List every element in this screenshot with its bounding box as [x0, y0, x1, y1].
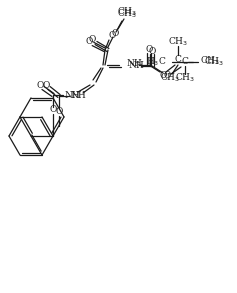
Text: CH$_3$: CH$_3$	[200, 55, 220, 67]
Text: O: O	[36, 81, 44, 89]
Text: CH$_3$: CH$_3$	[204, 56, 224, 68]
Text: CH$_3$: CH$_3$	[175, 72, 195, 84]
Text: O: O	[49, 105, 57, 115]
Text: NH: NH	[127, 59, 143, 69]
Text: C: C	[175, 55, 182, 64]
Text: O: O	[88, 35, 96, 45]
Text: O: O	[42, 81, 50, 89]
Text: O: O	[145, 45, 153, 54]
Text: O: O	[163, 71, 171, 81]
Text: C: C	[182, 57, 188, 67]
Text: CH$_3$: CH$_3$	[160, 72, 180, 84]
Text: O: O	[148, 47, 156, 55]
Text: NH: NH	[70, 91, 86, 100]
Text: NH: NH	[64, 91, 80, 100]
Text: O: O	[85, 37, 93, 45]
Text: O: O	[55, 108, 63, 117]
Text: H$_3$C: H$_3$C	[146, 56, 167, 68]
Text: NH: NH	[129, 62, 145, 71]
Text: CH$_3$: CH$_3$	[117, 8, 137, 20]
Text: CH$_3$: CH$_3$	[168, 36, 188, 48]
Text: CH$_3$: CH$_3$	[117, 6, 137, 18]
Text: O: O	[111, 28, 119, 38]
Text: O: O	[159, 71, 167, 79]
Text: O: O	[108, 32, 116, 40]
